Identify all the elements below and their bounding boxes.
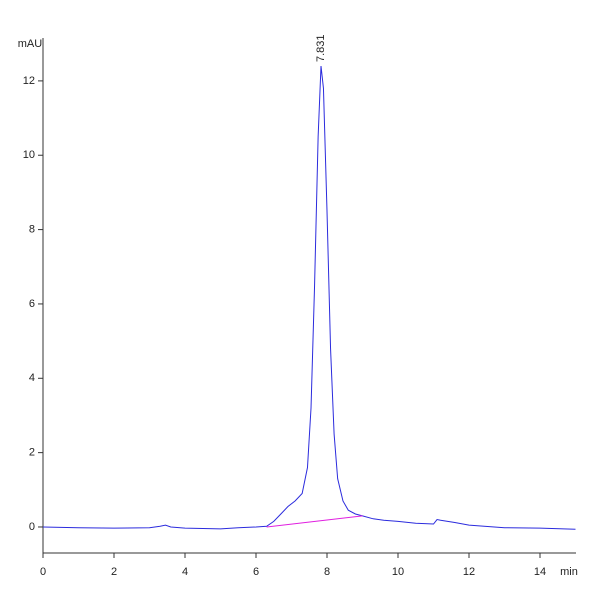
y-tick-label: 6 [29,298,35,310]
x-tick-label: 12 [463,566,475,578]
x-tick-label: 0 [40,566,46,578]
x-tick-label: 8 [324,566,330,578]
y-tick-label: 10 [23,149,35,161]
trace-line [42,65,576,530]
x-tick-label: 4 [182,566,188,578]
y-tick-label: 4 [29,372,35,384]
peak-label: 7.831 [315,34,327,62]
x-axis-label: min [560,566,578,578]
trace-line [266,515,363,528]
y-tick-label: 2 [29,447,35,459]
x-tick-label: 14 [534,566,546,578]
y-tick-label: 12 [23,75,35,87]
x-tick-label: 10 [392,566,404,578]
x-tick-label: 6 [253,566,259,578]
y-axis-label: mAU [18,38,43,50]
y-tick-label: 8 [29,223,35,235]
x-tick-label: 2 [111,566,117,578]
y-tick-label: 0 [29,521,35,533]
